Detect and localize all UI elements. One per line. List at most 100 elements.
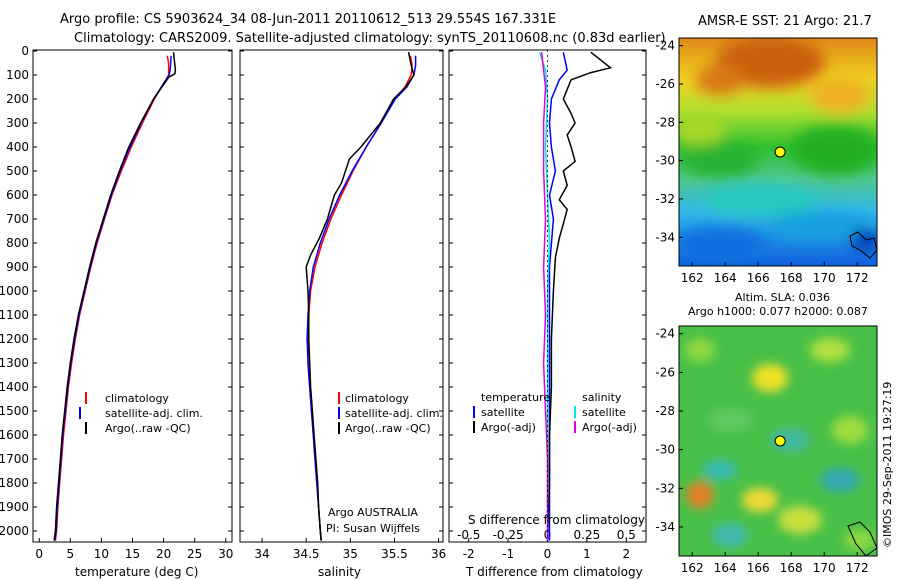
salinity-panel: [239, 49, 444, 543]
map-x-tick-label: 168: [780, 561, 803, 575]
depth-tick-label: 1000: [0, 284, 29, 298]
x-tick-label: -2: [463, 547, 475, 561]
top-tick-label: 0.5: [617, 528, 636, 542]
map-y-tick-label: -32: [655, 192, 675, 206]
depth-tick-label: 1500: [0, 404, 29, 418]
legend-t-argo: Argo(-adj): [481, 421, 536, 434]
map-x-tick-label: 170: [813, 561, 836, 575]
argo-location-marker: [774, 435, 786, 447]
depth-tick-label: 1600: [0, 428, 29, 442]
sla-map-x-axis: 162 164 166 168 170 172: [681, 552, 869, 575]
map-y-tick-label: -28: [655, 115, 675, 129]
legend-salinity-heading: salinity: [582, 391, 622, 404]
series-line-0: [54, 55, 170, 541]
temperature-panel: [32, 49, 233, 543]
top-tick-label: -0.5: [457, 528, 480, 542]
map-x-tick-label: 166: [747, 561, 770, 575]
map-x-tick-label: 168: [780, 271, 803, 285]
sst-map-title: AMSR-E SST: 21 Argo: 21.7: [698, 14, 872, 29]
x-tick-label: 34.5: [293, 547, 320, 561]
series-line-2: [305, 52, 415, 541]
x-tick-label: 5: [66, 547, 74, 561]
depth-tick-label: 0: [21, 44, 29, 58]
legend-s-satellite: satellite: [582, 406, 626, 419]
legend-satellite-clim: satellite-adj. clim.: [345, 407, 443, 420]
x-tick-label: 15: [125, 547, 140, 561]
depth-tick-label: 1700: [0, 452, 29, 466]
map-y-tick-label: -24: [655, 327, 675, 341]
argo-annotation-line2: PI: Susan Wijffels: [326, 522, 420, 535]
legend-climatology: climatology: [105, 392, 169, 405]
depth-tick-label: 900: [6, 260, 29, 274]
s-difference-axis-label: S difference from climatology: [468, 513, 645, 527]
sla-map-y-axis: -24 -26 -28 -30 -32 -34: [655, 327, 683, 534]
map-x-tick-label: 162: [681, 271, 704, 285]
map-y-tick-label: -34: [655, 230, 675, 244]
series-line-1: [306, 55, 417, 541]
depth-tick-label: 1900: [0, 500, 29, 514]
x-tick-label: 36: [431, 547, 446, 561]
argo-location-marker: [774, 146, 786, 158]
difference-legend: temperature satellite Argo(-adj) salinit…: [473, 391, 637, 434]
argo-annotation-line1: Argo AUSTRALIA: [328, 506, 418, 519]
map-x-tick-label: 166: [747, 271, 770, 285]
depth-tick-label: 300: [6, 116, 29, 130]
top-tick-label: 0.25: [574, 528, 601, 542]
depth-tick-label: 1800: [0, 476, 29, 490]
temperature-axis-label: temperature (deg C): [75, 565, 198, 579]
credit-text: ©IMOS 29-Sep-2011 19:27:19: [881, 382, 894, 548]
series-line-3: [540, 52, 549, 541]
x-tick-label: 10: [94, 547, 109, 561]
series-line-0: [307, 55, 413, 541]
salinity-profile-lines: [305, 52, 417, 541]
x-tick-label: 35: [343, 547, 358, 561]
sst-map-y-axis: -24 -26 -28 -30 -32 -34: [655, 39, 683, 244]
temperature-profile-lines: [53, 52, 177, 541]
top-tick-label: -0.25: [493, 528, 524, 542]
header-line1: Argo profile: CS 5903624_34 08-Jun-2011 …: [60, 12, 556, 27]
sla-map-subtitle: Argo h1000: 0.077 h2000: 0.087: [688, 305, 868, 318]
map-x-tick-label: 170: [813, 271, 836, 285]
x-tick-label: 30: [218, 547, 233, 561]
legend-climatology: climatology: [345, 392, 409, 405]
series-line-0: [548, 52, 569, 541]
depth-axis: 0 100 200 300 400 500 600 700 800 900 1000 1100 1200…: [0, 44, 646, 538]
depth-tick-label: 1300: [0, 356, 29, 370]
map-y-tick-label: -28: [655, 404, 675, 418]
depth-tick-label: 800: [6, 236, 29, 250]
depth-tick-label: 1400: [0, 380, 29, 394]
map-y-tick-label: -30: [655, 154, 675, 168]
salinity-axis-label: salinity: [318, 565, 361, 579]
salinity-legend: climatology satellite-adj. clim. Argo(..…: [326, 392, 443, 535]
depth-tick-label: 700: [6, 212, 29, 226]
depth-tick-label: 600: [6, 188, 29, 202]
x-tick-label: -1: [502, 547, 514, 561]
x-tick-label: 0: [35, 547, 43, 561]
map-x-tick-label: 162: [681, 561, 704, 575]
x-tick-label: 25: [187, 547, 202, 561]
sst-map-field: [679, 38, 877, 266]
depth-tick-label: 200: [6, 92, 29, 106]
temperature-x-axis: 0 5 10 15 20 25 30: [35, 538, 233, 561]
series-line-2: [53, 52, 177, 541]
depth-tick-label: 400: [6, 140, 29, 154]
sst-map-x-axis: 162 164 166 168 170 172: [681, 262, 869, 285]
map-x-tick-label: 172: [846, 561, 869, 575]
map-x-tick-label: 164: [714, 271, 737, 285]
legend-temperature-heading: temperature: [481, 391, 550, 404]
legend-s-argo: Argo(-adj): [582, 421, 637, 434]
difference-profile-lines: [538, 50, 613, 542]
salinity-x-axis: 34 34.5 35 35.5 36: [254, 538, 446, 561]
map-y-tick-label: -26: [655, 365, 675, 379]
series-line-1: [546, 51, 613, 541]
map-y-tick-label: -30: [655, 443, 675, 457]
x-tick-label: 35.5: [381, 547, 408, 561]
x-tick-label: 2: [622, 547, 630, 561]
sla-map-field: [679, 326, 877, 556]
header-line2: Climatology: CARS2009. Satellite-adjuste…: [74, 31, 666, 46]
legend-t-satellite: satellite: [481, 406, 525, 419]
map-y-tick-label: -26: [655, 77, 675, 91]
map-y-tick-label: -32: [655, 481, 675, 495]
x-tick-label: 0: [544, 547, 552, 561]
